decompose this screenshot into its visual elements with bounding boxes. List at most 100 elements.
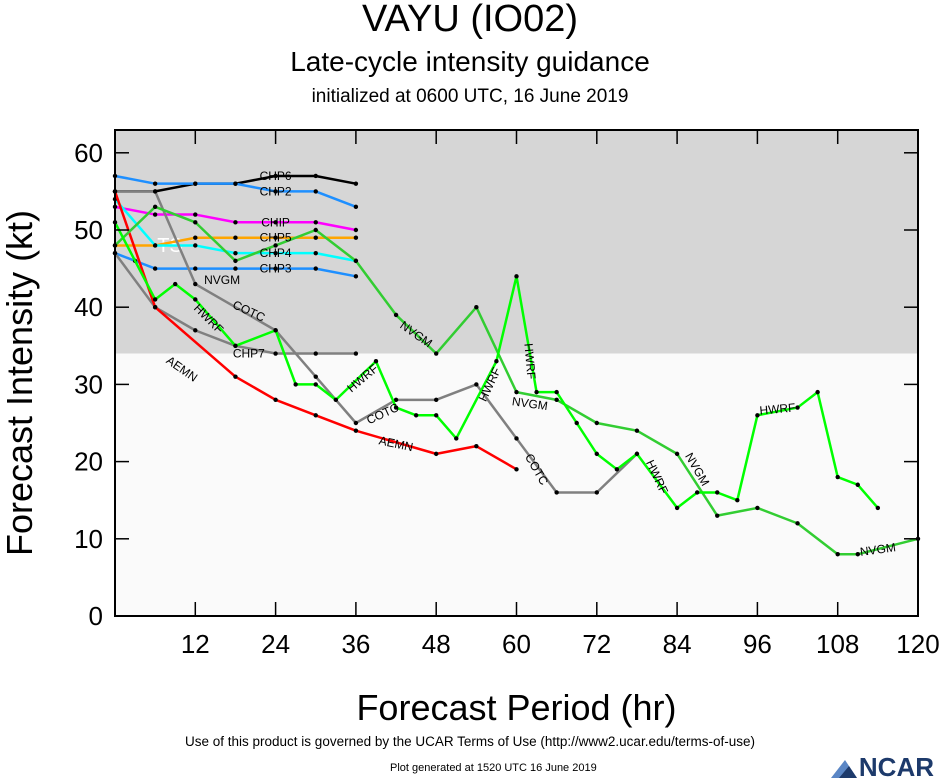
data-point [634, 451, 640, 457]
series-label-hwrf: HWRF [759, 401, 796, 418]
data-point [152, 181, 158, 186]
series-label-nvgm: NVGM [511, 394, 549, 413]
data-point [835, 474, 840, 480]
data-point [273, 250, 278, 256]
data-point [514, 467, 519, 472]
data-point [152, 204, 158, 210]
data-point [152, 243, 158, 248]
data-point [373, 359, 379, 364]
data-point [233, 250, 238, 256]
data-point [393, 397, 399, 403]
data-point [554, 397, 559, 403]
data-point [313, 250, 318, 256]
data-point [353, 227, 359, 233]
y-tick-label: 10 [74, 524, 103, 554]
data-point [353, 181, 359, 186]
data-point [193, 266, 198, 271]
data-point [193, 243, 198, 248]
series-label-chip: CHIP [261, 215, 290, 229]
data-point [534, 389, 539, 395]
series-label-chp5: CHP5 [260, 231, 292, 245]
data-point [353, 235, 359, 240]
data-point [795, 521, 800, 526]
x-tick-label: 84 [663, 629, 692, 659]
y-tick-label: 60 [74, 138, 103, 168]
series-label-chp7: CHP7 [233, 347, 265, 361]
data-point [273, 351, 278, 356]
data-point [273, 189, 278, 194]
data-point [233, 374, 238, 379]
data-point [313, 351, 318, 356]
data-point [715, 490, 720, 495]
data-point [715, 513, 720, 518]
series-nvgm [112, 204, 921, 557]
chart-title: VAYU (IO02) [361, 0, 579, 40]
data-point [193, 181, 198, 186]
data-point [514, 436, 519, 441]
data-point [474, 382, 479, 387]
data-point [273, 328, 278, 333]
data-point [233, 235, 238, 240]
data-point [875, 505, 881, 511]
chart-subtitle: Late-cycle intensity guidance [290, 46, 650, 77]
ncar-logo-icon [830, 759, 857, 778]
data-point [514, 274, 519, 279]
y-tick-label: 0 [89, 601, 103, 631]
data-point [353, 351, 359, 356]
y-tick-label: 30 [74, 369, 103, 399]
series-label-hwrf: HWRF [521, 343, 538, 380]
x-tick-label: 60 [502, 629, 531, 659]
data-point [434, 451, 439, 457]
series-label-chp4: CHP4 [260, 246, 292, 260]
data-point [674, 451, 680, 457]
x-tick-label: 24 [261, 629, 290, 659]
data-point [474, 305, 479, 310]
shaded-region-below-threshold [115, 353, 918, 616]
data-point [494, 359, 499, 364]
data-point [434, 351, 439, 356]
data-point [735, 498, 740, 503]
data-point [313, 374, 318, 379]
data-point [152, 297, 158, 302]
data-point [233, 181, 238, 186]
series-line [113, 221, 879, 510]
data-point [434, 413, 439, 418]
data-point [193, 212, 198, 217]
data-point [353, 428, 359, 433]
data-point [835, 552, 840, 557]
ncar-logo: NCAR [829, 752, 934, 783]
data-point [333, 397, 339, 403]
data-point [313, 227, 318, 233]
y-axis-label: Forecast Intensity (kt) [0, 210, 40, 556]
chart-init-time: initialized at 0600 UTC, 16 June 2019 [311, 86, 629, 107]
x-tick-label: 108 [816, 629, 859, 659]
data-point [152, 212, 158, 217]
series-hwrf [112, 220, 881, 511]
data-point [273, 266, 278, 271]
data-point [233, 343, 238, 348]
data-point [193, 281, 198, 287]
data-point [313, 266, 318, 271]
series-label-nvgm: NVGM [204, 273, 240, 287]
y-tick-label: 20 [74, 447, 103, 477]
data-point [413, 413, 419, 418]
data-point [614, 467, 620, 472]
data-point [293, 382, 298, 387]
data-point [233, 266, 238, 271]
data-point [594, 420, 599, 426]
data-point [353, 204, 359, 210]
data-point [233, 258, 238, 264]
plot-generated-text: Plot generated at 1520 UTC 16 June 2019 [390, 762, 597, 774]
data-point [755, 413, 760, 418]
data-point [454, 436, 459, 441]
series-label-chp2: CHP2 [260, 184, 292, 198]
x-tick-label: 12 [181, 629, 210, 659]
series-aemn [112, 189, 519, 472]
data-point [173, 281, 178, 287]
data-point [353, 420, 359, 426]
data-point [273, 173, 278, 179]
data-point [434, 397, 439, 403]
data-point [594, 451, 599, 457]
series-label-chp6: CHP6 [260, 169, 292, 183]
